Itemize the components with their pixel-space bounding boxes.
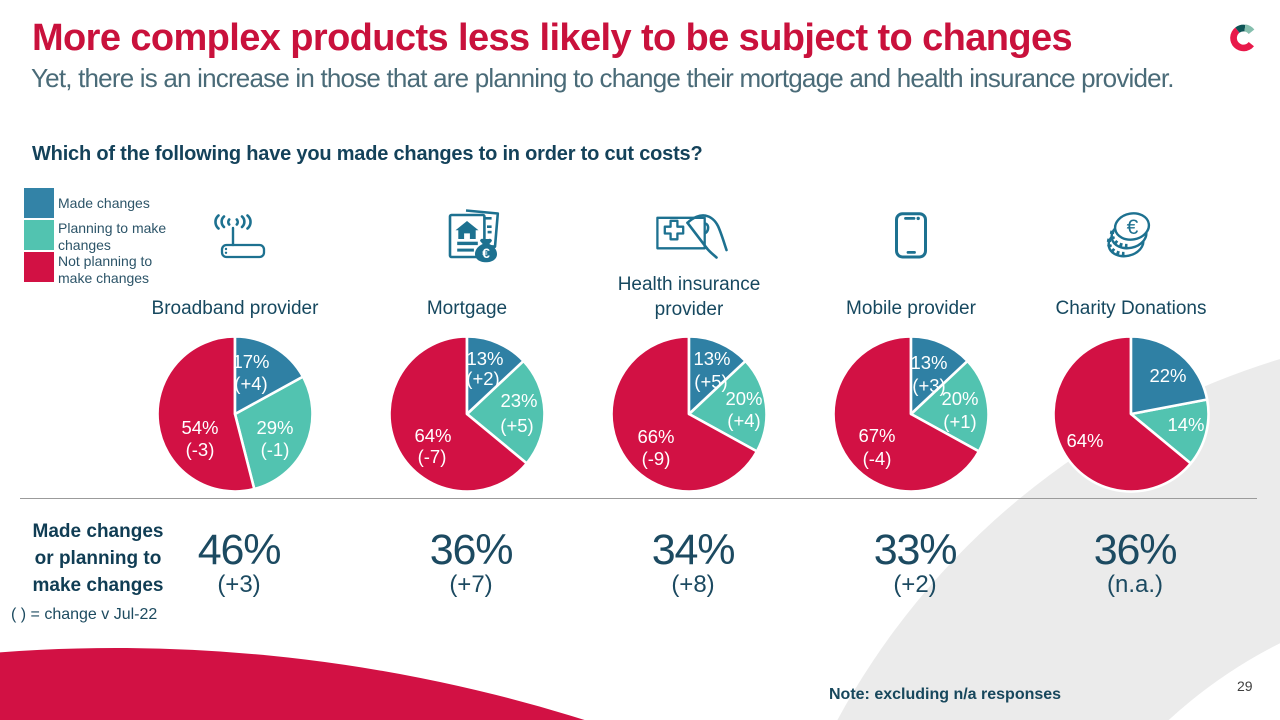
svg-text:(-4): (-4) (863, 448, 892, 469)
svg-text:(-7): (-7) (418, 446, 447, 467)
svg-text:€: € (1127, 216, 1139, 239)
svg-text:23%: 23% (500, 390, 537, 411)
svg-text:(+4): (+4) (234, 373, 267, 394)
svg-text:20%: 20% (725, 388, 762, 409)
svg-text:64%: 64% (1066, 430, 1103, 451)
svg-text:13%: 13% (466, 348, 503, 369)
svg-text:€: € (482, 245, 490, 261)
svg-text:13%: 13% (910, 352, 947, 373)
svg-text:54%: 54% (181, 417, 218, 438)
svg-text:(+2): (+2) (466, 368, 499, 389)
svg-text:22%: 22% (1149, 365, 1186, 386)
svg-text:29%: 29% (256, 417, 293, 438)
svg-text:(+4): (+4) (727, 410, 760, 431)
svg-text:(+1): (+1) (943, 411, 976, 432)
svg-text:14%: 14% (1167, 414, 1204, 435)
svg-text:(+5): (+5) (500, 415, 533, 436)
svg-text:13%: 13% (693, 348, 730, 369)
svg-text:(+5): (+5) (694, 371, 727, 392)
svg-text:67%: 67% (858, 425, 895, 446)
svg-text:(-9): (-9) (642, 448, 671, 469)
svg-text:(-3): (-3) (186, 439, 215, 460)
svg-text:(+3): (+3) (912, 375, 945, 396)
svg-text:66%: 66% (637, 426, 674, 447)
svg-text:17%: 17% (232, 351, 269, 372)
svg-text:(-1): (-1) (261, 439, 290, 460)
svg-text:20%: 20% (941, 388, 978, 409)
svg-text:64%: 64% (414, 425, 451, 446)
